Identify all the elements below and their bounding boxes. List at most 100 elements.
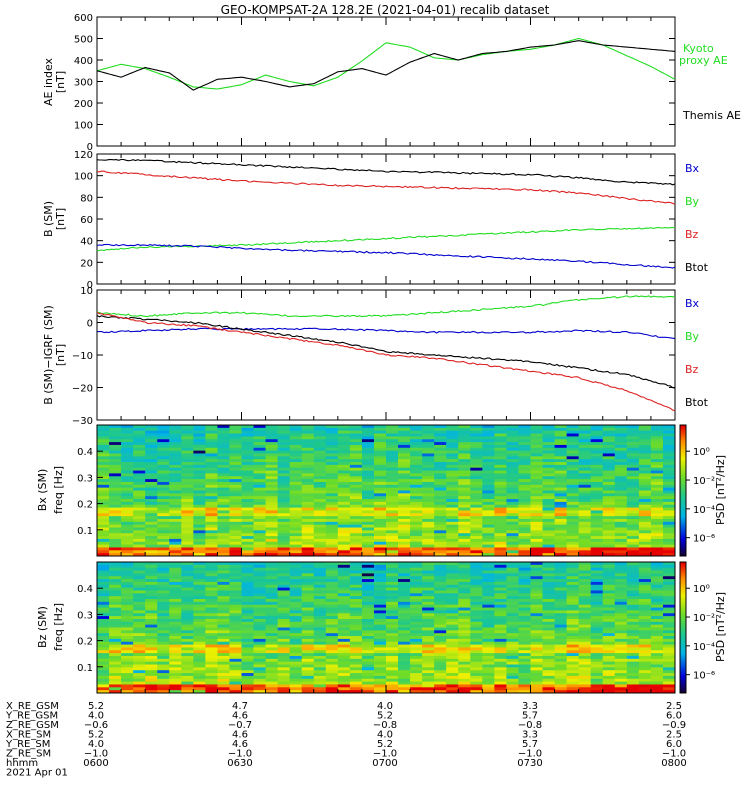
spectrogram-cell <box>638 470 652 474</box>
spectrogram-cell <box>434 541 447 546</box>
spectrogram-cell <box>133 513 146 517</box>
spectrogram-cell <box>229 644 242 648</box>
spectrogram-cell <box>133 610 146 614</box>
spectrogram-cell <box>289 581 303 586</box>
spectrogram-cell <box>217 547 230 551</box>
spectrogram-cell <box>109 516 122 520</box>
spectrogram-cell <box>181 670 194 674</box>
spectrogram-cell <box>470 499 483 503</box>
spectrogram-cell <box>277 536 291 540</box>
spectrogram-cell <box>398 653 411 657</box>
colorbar-segment <box>680 499 686 502</box>
spectrogram-cell <box>181 599 194 603</box>
spectrogram-cell <box>325 593 339 597</box>
spectrogram-cell <box>386 547 399 551</box>
spectrogram-cell <box>265 544 279 548</box>
spectrogram-cell <box>614 553 628 557</box>
spectrogram-cell <box>253 536 266 540</box>
spectrogram-cell <box>313 430 327 434</box>
spectrogram-cell <box>650 462 664 466</box>
spectrogram-cell <box>554 593 568 597</box>
spectrogram-cell <box>277 516 291 520</box>
spectrogram-cell <box>506 473 519 477</box>
spectrogram-cell <box>301 499 315 503</box>
spectrogram-cell <box>446 667 459 671</box>
spectrogram-cell <box>638 430 652 434</box>
spectrogram-cell <box>398 444 411 449</box>
spectrogram-cell <box>109 530 122 534</box>
colorbar-segment <box>680 618 686 622</box>
spectrogram-cell <box>638 678 652 683</box>
spectrogram-cell <box>241 533 254 537</box>
colorbar-segment <box>680 627 686 631</box>
spectrogram-cell <box>638 644 652 648</box>
spectrogram-cell <box>157 633 170 637</box>
spectrogram-cell <box>602 467 616 471</box>
spectrogram-cell <box>325 516 339 520</box>
spectrogram-cell <box>602 496 616 500</box>
spectrogram-cell <box>325 450 339 454</box>
spectrogram-cell <box>470 647 483 651</box>
spectrogram-cell <box>157 613 170 617</box>
spectrogram-cell <box>422 521 435 526</box>
spectrogram-cell <box>241 653 254 657</box>
spectrogram-cell <box>434 593 447 597</box>
spectrogram-cell <box>554 655 568 660</box>
spectrogram-cell <box>229 433 242 437</box>
colorbar-segment <box>680 638 686 641</box>
spectrogram-cell <box>614 673 628 677</box>
spectrogram-cell <box>554 504 568 508</box>
spectrogram-cell <box>626 504 640 508</box>
spectrogram-cell <box>410 510 423 514</box>
spectrogram-cell <box>277 425 291 429</box>
spectrogram-cell <box>542 684 555 688</box>
spectrogram-cell <box>109 604 122 608</box>
spectrogram-cell <box>554 613 568 617</box>
spectrogram-cell <box>181 425 194 429</box>
spectrogram-cell <box>542 444 555 449</box>
spectrogram-cell <box>506 647 519 651</box>
spectrogram-cell <box>566 487 580 491</box>
spectrogram-cell <box>530 516 543 520</box>
spectrogram-cell <box>337 675 351 680</box>
spectrogram-cell <box>662 593 676 597</box>
colorbar-segment <box>680 534 686 537</box>
spectrogram-cell <box>277 644 291 648</box>
spectrogram-cell <box>217 462 230 466</box>
spectrogram-cell <box>241 444 254 449</box>
spectrogram-cell <box>614 644 628 648</box>
spectrogram-cell <box>217 581 230 586</box>
spectrogram-cell <box>361 641 375 645</box>
spectrogram-cell <box>313 527 327 531</box>
spectrogram-cell <box>373 633 387 637</box>
spectrogram-cell <box>349 496 363 500</box>
spectrogram-cell <box>289 476 303 480</box>
spectrogram-cell <box>229 462 242 466</box>
spectrogram-cell <box>349 661 363 665</box>
spectrogram-cell <box>181 570 194 574</box>
spectrogram-cell <box>301 621 315 626</box>
spectrogram-cell <box>313 456 327 460</box>
spectrogram-cell <box>265 518 279 523</box>
spectrogram-cell <box>542 524 555 528</box>
spectrogram-cell <box>458 581 471 586</box>
spectrogram-cell <box>386 476 399 480</box>
spectrogram-cell <box>313 616 327 620</box>
spectrogram-cell <box>578 444 592 449</box>
spectrogram-cell <box>97 624 110 628</box>
spectrogram-cell <box>145 439 158 443</box>
spectrogram-cell <box>506 456 519 460</box>
spectrogram-cell <box>518 636 531 640</box>
spectrogram-cell <box>542 487 555 491</box>
spectrogram-cell <box>325 501 339 506</box>
spectrogram-cell <box>590 673 604 677</box>
spectrogram-cell <box>277 453 291 457</box>
spectrogram-cell <box>109 681 122 685</box>
spectrogram-cell <box>410 533 423 537</box>
spectrogram-cell <box>169 627 182 631</box>
spectrogram-cell <box>301 570 315 574</box>
spectrogram-cell <box>313 562 327 566</box>
spectrogram-cell <box>373 436 387 440</box>
spectrogram-cell <box>277 484 291 489</box>
spectrogram-cell <box>626 510 640 514</box>
